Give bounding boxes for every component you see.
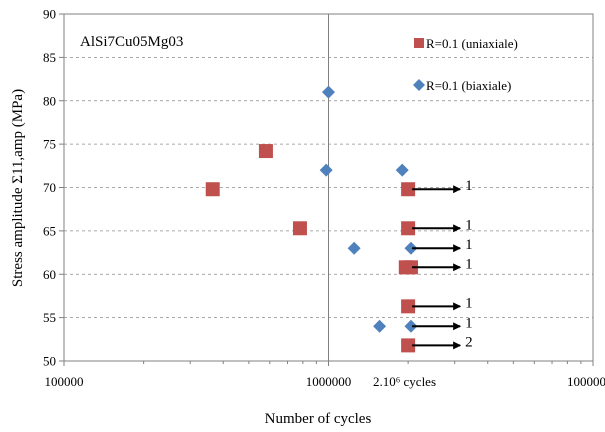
legend: R=0.1 (uniaxiale) R=0.1 (biaxiale) <box>413 36 518 93</box>
biaxiale-point <box>404 241 418 255</box>
y-tick-label: 85 <box>43 50 56 65</box>
legend-biaxiale-label: R=0.1 (biaxiale) <box>426 78 511 93</box>
y-tick-label: 65 <box>43 223 56 238</box>
runout-cycles-label: 2.10⁶ cycles <box>373 374 436 389</box>
uniaxiale-point <box>205 182 220 197</box>
runout-arrows: 1 1 1 1 1 1 2 <box>412 178 473 350</box>
x-axis-label: Number of cycles <box>265 411 372 427</box>
data-points <box>205 85 418 353</box>
biaxiale-point <box>322 85 335 99</box>
x-axis-ticks: 100000 1000000 10000000 <box>45 361 605 389</box>
y-axis-ticks: 50 55 60 65 70 75 80 85 90 <box>43 7 64 369</box>
uniaxiale-point <box>292 221 307 236</box>
legend-uniaxiale-marker <box>414 38 424 48</box>
runout-count-label: 2 <box>465 334 473 350</box>
runout-count-label: 1 <box>465 178 473 194</box>
uniaxiale-point <box>258 144 273 159</box>
y-tick-label: 80 <box>43 93 56 108</box>
y-tick-label: 75 <box>43 137 56 152</box>
legend-biaxiale-marker <box>413 79 425 91</box>
x-tick-label: 1000000 <box>306 374 352 389</box>
biaxiale-point <box>404 319 418 333</box>
y-tick-label: 50 <box>43 354 56 369</box>
x-tick-label: 100000 <box>45 374 84 389</box>
runout-count-label: 1 <box>465 217 473 233</box>
biaxiale-point <box>347 241 361 255</box>
uniaxiale-point <box>401 299 416 314</box>
y-tick-label: 70 <box>43 180 56 195</box>
uniaxiale-point <box>403 260 418 275</box>
uniaxiale-point <box>401 182 416 197</box>
uniaxiale-point <box>401 221 416 236</box>
x-tick-label: 10000000 <box>567 374 605 389</box>
runout-count-label: 1 <box>465 256 473 272</box>
biaxiale-point <box>319 163 333 177</box>
y-tick-label: 60 <box>43 267 56 282</box>
chart-title: AlSi7Cu05Mg03 <box>80 34 183 50</box>
y-tick-label: 55 <box>43 310 56 325</box>
y-tick-label: 90 <box>43 7 56 22</box>
uniaxiale-point <box>401 338 416 353</box>
runout-count-label: 1 <box>465 295 473 311</box>
biaxiale-point <box>395 163 409 177</box>
runout-count-label: 1 <box>465 237 473 253</box>
biaxiale-point <box>373 319 387 333</box>
y-axis-label: Stress amplitude Σ11,amp (MPa) <box>10 89 26 287</box>
legend-uniaxiale-label: R=0.1 (uniaxiale) <box>426 36 518 51</box>
runout-count-label: 1 <box>465 315 473 331</box>
